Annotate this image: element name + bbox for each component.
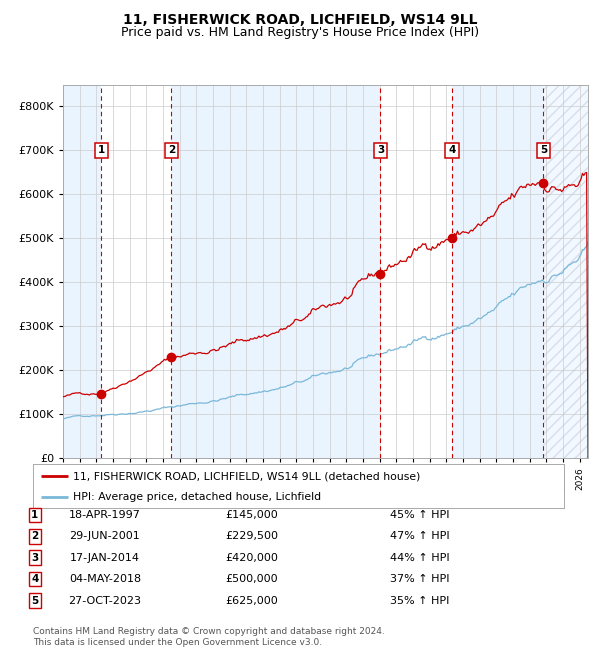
Text: 45% ↑ HPI: 45% ↑ HPI [390, 510, 449, 520]
Text: 3: 3 [377, 146, 384, 155]
Text: £229,500: £229,500 [226, 531, 278, 541]
Text: 2: 2 [168, 146, 175, 155]
Bar [452, 84, 544, 458]
Bar [63, 84, 101, 458]
Text: Contains HM Land Registry data © Crown copyright and database right 2024.
This d: Contains HM Land Registry data © Crown c… [33, 627, 385, 647]
Text: £145,000: £145,000 [226, 510, 278, 520]
Text: 29-JUN-2001: 29-JUN-2001 [70, 531, 140, 541]
Text: 11, FISHERWICK ROAD, LICHFIELD, WS14 9LL (detached house): 11, FISHERWICK ROAD, LICHFIELD, WS14 9LL… [73, 471, 420, 481]
Text: £420,000: £420,000 [226, 552, 278, 563]
Text: 35% ↑ HPI: 35% ↑ HPI [390, 595, 449, 606]
Text: 11, FISHERWICK ROAD, LICHFIELD, WS14 9LL: 11, FISHERWICK ROAD, LICHFIELD, WS14 9LL [123, 13, 477, 27]
Text: 5: 5 [540, 146, 547, 155]
Text: 18-APR-1997: 18-APR-1997 [69, 510, 141, 520]
Text: 4: 4 [31, 574, 38, 584]
Text: 04-MAY-2018: 04-MAY-2018 [69, 574, 141, 584]
Bar [544, 84, 588, 458]
Text: 4: 4 [448, 146, 455, 155]
Text: Price paid vs. HM Land Registry's House Price Index (HPI): Price paid vs. HM Land Registry's House … [121, 26, 479, 39]
Text: 3: 3 [31, 552, 38, 563]
Text: 5: 5 [31, 595, 38, 606]
Text: 44% ↑ HPI: 44% ↑ HPI [390, 552, 449, 563]
Text: 17-JAN-2014: 17-JAN-2014 [70, 552, 140, 563]
Text: HPI: Average price, detached house, Lichfield: HPI: Average price, detached house, Lich… [73, 492, 321, 502]
Text: £500,000: £500,000 [226, 574, 278, 584]
Text: 47% ↑ HPI: 47% ↑ HPI [390, 531, 449, 541]
Text: 1: 1 [31, 510, 38, 520]
Text: 37% ↑ HPI: 37% ↑ HPI [390, 574, 449, 584]
Text: 27-OCT-2023: 27-OCT-2023 [68, 595, 142, 606]
Text: 2: 2 [31, 531, 38, 541]
Text: £625,000: £625,000 [226, 595, 278, 606]
Bar [172, 84, 380, 458]
Text: 1: 1 [98, 146, 105, 155]
